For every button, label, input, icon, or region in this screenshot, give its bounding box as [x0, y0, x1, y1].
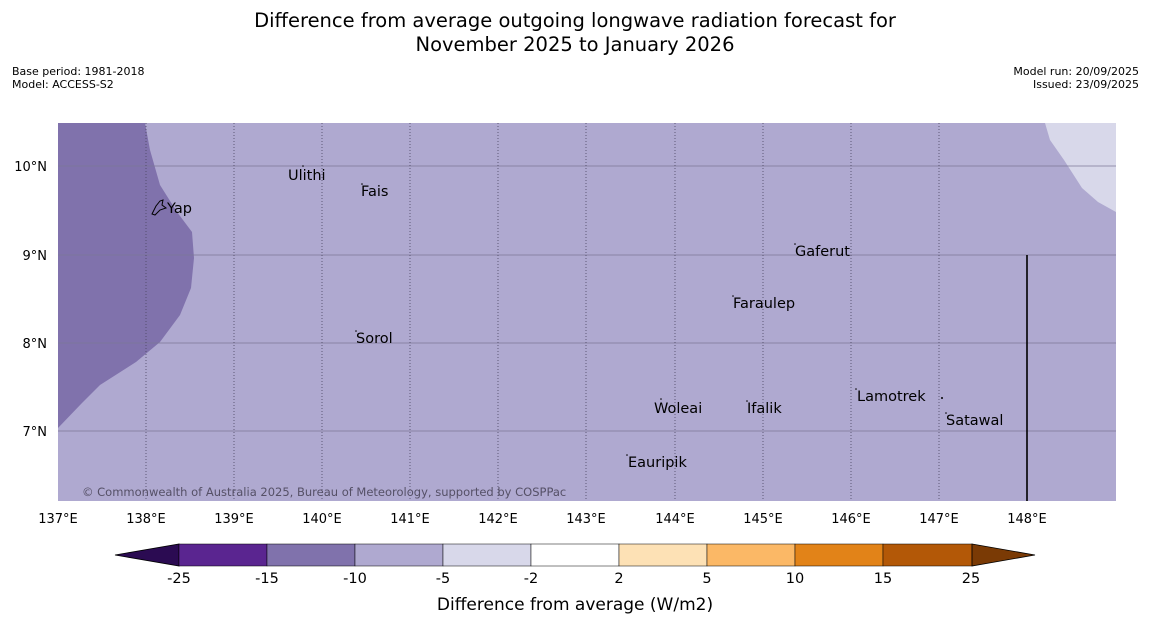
meta-left: Base period: 1981-2018 Model: ACCESS-S2 — [12, 65, 144, 91]
map-area: Ulithi Fais Yap Gaferut Faraulep Sorol L… — [58, 123, 1116, 501]
olr-field-minus15-to-minus10 — [58, 123, 194, 428]
copyright-notice: © Commonwealth of Australia 2025, Bureau… — [82, 485, 566, 499]
colorbar-tick-label: 25 — [962, 571, 980, 587]
meta-right: Model run: 20/09/2025 Issued: 23/09/2025 — [1013, 65, 1139, 91]
colorbar-segment — [706, 543, 796, 567]
colorbar-segment — [354, 543, 444, 567]
colorbar-tick-label: -25 — [167, 571, 191, 587]
place-fais: Fais — [361, 184, 388, 200]
title-line-1: Difference from average outgoing longwav… — [254, 9, 896, 32]
place-yap: Yap — [166, 201, 192, 217]
lat-axis: 10°N 9°N 8°N 7°N — [14, 160, 47, 440]
place-eauripik: Eauripik — [628, 455, 687, 471]
place-faraulep: Faraulep — [733, 296, 795, 312]
model-run: Model run: 20/09/2025 — [1013, 65, 1139, 78]
colorbar: -25 -15 -10 -5 -2 2 5 10 15 25 Differenc… — [114, 543, 1036, 615]
lat-tick-label: 10°N — [14, 160, 47, 175]
yap-island — [151, 199, 168, 216]
lon-tick-label: 145°E — [743, 512, 783, 527]
colorbar-segment — [882, 543, 973, 567]
lon-tick-label: 146°E — [831, 512, 871, 527]
colorbar-tick-label: -2 — [524, 571, 538, 587]
colorbar-title: Difference from average (W/m2) — [437, 595, 713, 615]
map-title: Difference from average outgoing longwav… — [0, 9, 1150, 57]
olr-field-minus5-to-minus2 — [1045, 123, 1116, 212]
lon-tick-label: 139°E — [214, 512, 254, 527]
place-gaferut: Gaferut — [795, 244, 850, 260]
lon-gridlines — [145, 123, 940, 501]
lon-tick-label: 140°E — [302, 512, 342, 527]
colorbar-extend-high — [971, 543, 1036, 567]
island-dots — [302, 165, 947, 456]
colorbar-segment — [794, 543, 884, 567]
colorbar-tick-label: 15 — [874, 571, 892, 587]
place-ulithi: Ulithi — [288, 168, 326, 184]
base-period: Base period: 1981-2018 — [12, 65, 145, 78]
lon-tick-label: 147°E — [919, 512, 959, 527]
place-sorol: Sorol — [356, 331, 393, 347]
colorbar-segment — [530, 543, 620, 567]
colorbar-ticks: -25 -15 -10 -5 -2 2 5 10 15 25 — [167, 571, 980, 587]
colorbar-tick-label: -5 — [436, 571, 450, 587]
lon-tick-label: 143°E — [566, 512, 606, 527]
colorbar-segment — [618, 543, 708, 567]
colorbar-tick-label: 10 — [786, 571, 804, 587]
colorbar-segment — [178, 543, 268, 567]
colorbar-extend-low — [114, 543, 180, 567]
colorbar-tick-label: 2 — [614, 571, 623, 587]
colorbar-tick-label: -10 — [343, 571, 367, 587]
lon-tick-label: 137°E — [38, 512, 78, 527]
lat-tick-label: 7°N — [23, 425, 48, 440]
lon-tick-label: 144°E — [655, 512, 695, 527]
place-lamotrek: Lamotrek — [857, 389, 926, 405]
title-line-2: November 2025 to January 2026 — [415, 33, 735, 56]
colorbar-tick-label: 5 — [702, 571, 711, 587]
colorbar-segment — [266, 543, 356, 567]
lon-tick-label: 148°E — [1007, 512, 1047, 527]
place-woleai: Woleai — [654, 401, 702, 417]
lon-tick-label: 138°E — [126, 512, 166, 527]
lat-tick-label: 8°N — [23, 337, 48, 352]
place-satawal: Satawal — [946, 413, 1003, 429]
model-name: Model: ACCESS-S2 — [12, 78, 114, 91]
lat-tick-label: 9°N — [23, 249, 48, 264]
colorbar-segment — [442, 543, 532, 567]
lon-tick-label: 141°E — [390, 512, 430, 527]
colorbar-tick-label: -15 — [255, 571, 279, 587]
olr-field-minus10-to-minus5 — [58, 123, 1116, 501]
place-ifalik: Ifalik — [747, 401, 782, 417]
issued-date: Issued: 23/09/2025 — [1032, 78, 1139, 91]
lon-tick-label: 142°E — [478, 512, 518, 527]
lon-axis: 137°E 138°E 139°E 140°E 141°E 142°E 143°… — [38, 512, 1047, 527]
